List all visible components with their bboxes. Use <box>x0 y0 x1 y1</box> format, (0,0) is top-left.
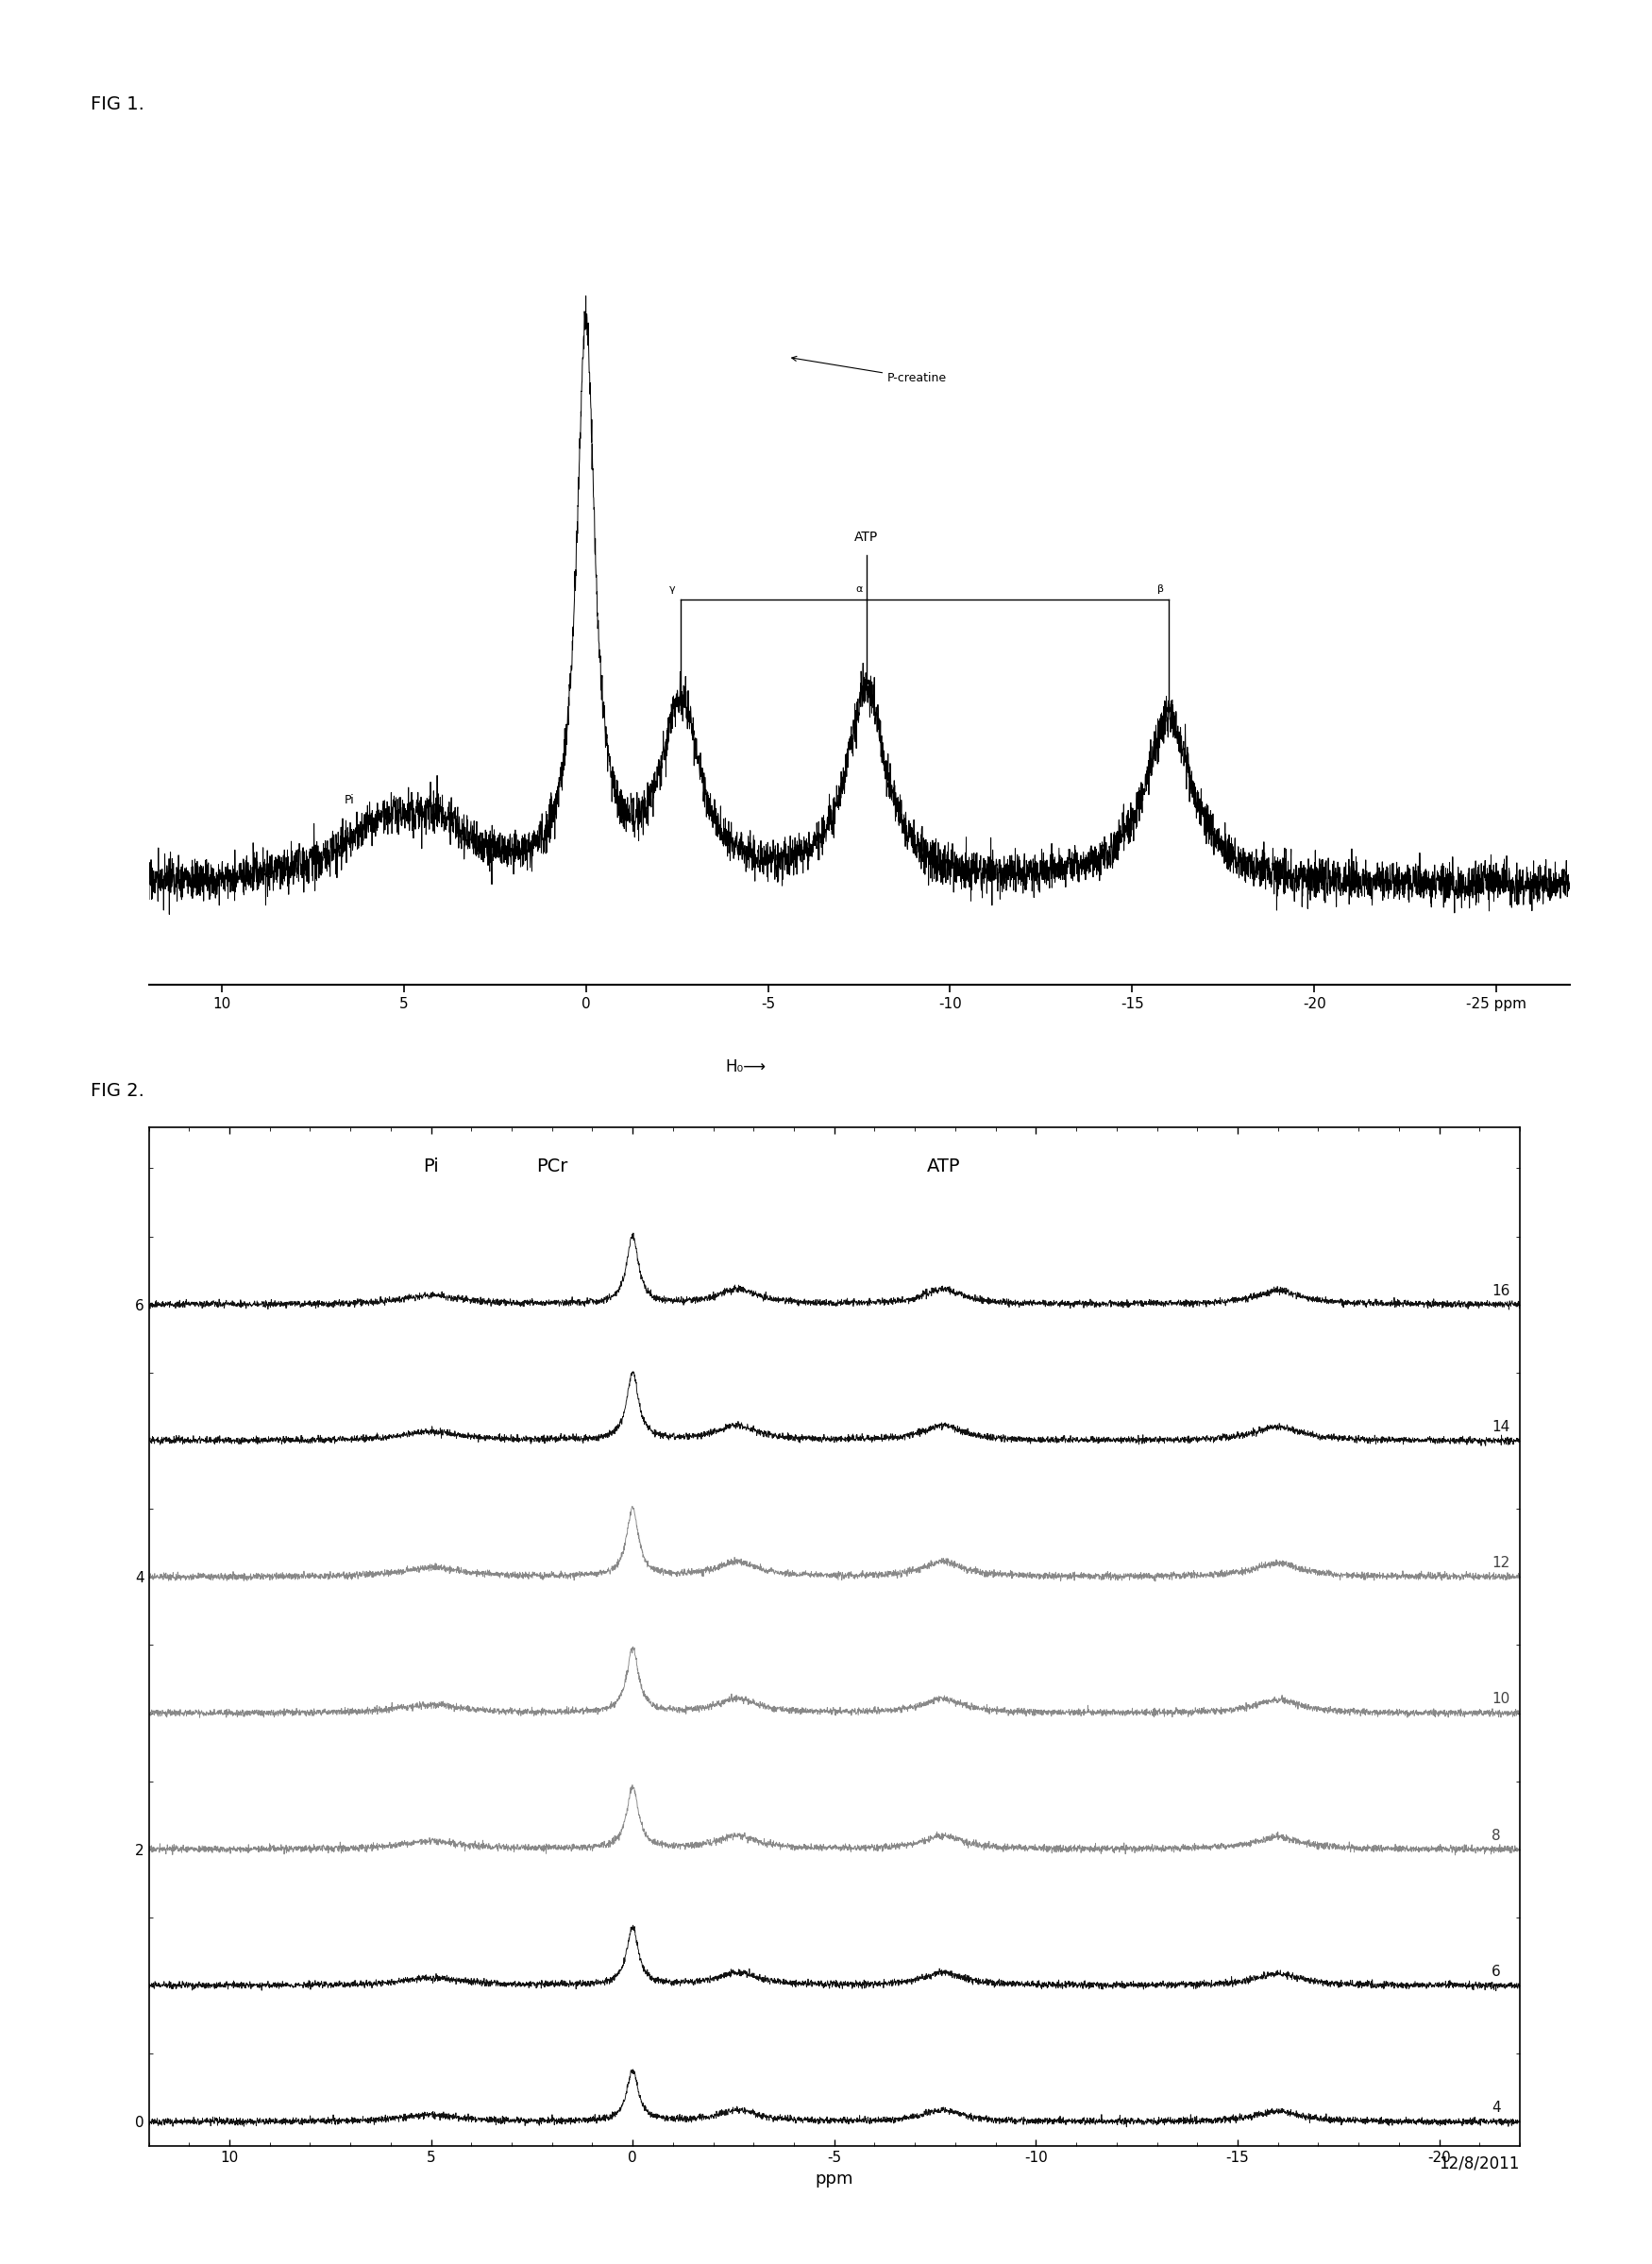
Text: α: α <box>856 584 862 593</box>
Text: FIG 2.: FIG 2. <box>91 1082 145 1100</box>
Text: γ: γ <box>669 584 676 593</box>
Text: H₀⟶: H₀⟶ <box>725 1057 767 1075</box>
Text: 10: 10 <box>1492 1691 1510 1707</box>
Text: 16: 16 <box>1492 1284 1510 1297</box>
Text: FIG 1.: FIG 1. <box>91 95 145 113</box>
Text: 12/8/2011: 12/8/2011 <box>1439 2155 1520 2173</box>
Text: 6: 6 <box>1492 1965 1500 1979</box>
Text: 8: 8 <box>1492 1829 1500 1843</box>
Text: 12: 12 <box>1492 1555 1510 1571</box>
Text: Pi: Pi <box>423 1157 439 1175</box>
Text: Pi: Pi <box>344 795 354 806</box>
Text: β: β <box>1158 584 1165 593</box>
Text: PCr: PCr <box>537 1157 568 1175</box>
Text: 14: 14 <box>1492 1420 1510 1433</box>
Text: P-creatine: P-creatine <box>791 355 947 385</box>
Text: 4: 4 <box>1492 2101 1500 2115</box>
Text: ATP: ATP <box>854 532 879 543</box>
X-axis label: ppm: ppm <box>814 2171 854 2187</box>
Text: ATP: ATP <box>927 1157 960 1175</box>
